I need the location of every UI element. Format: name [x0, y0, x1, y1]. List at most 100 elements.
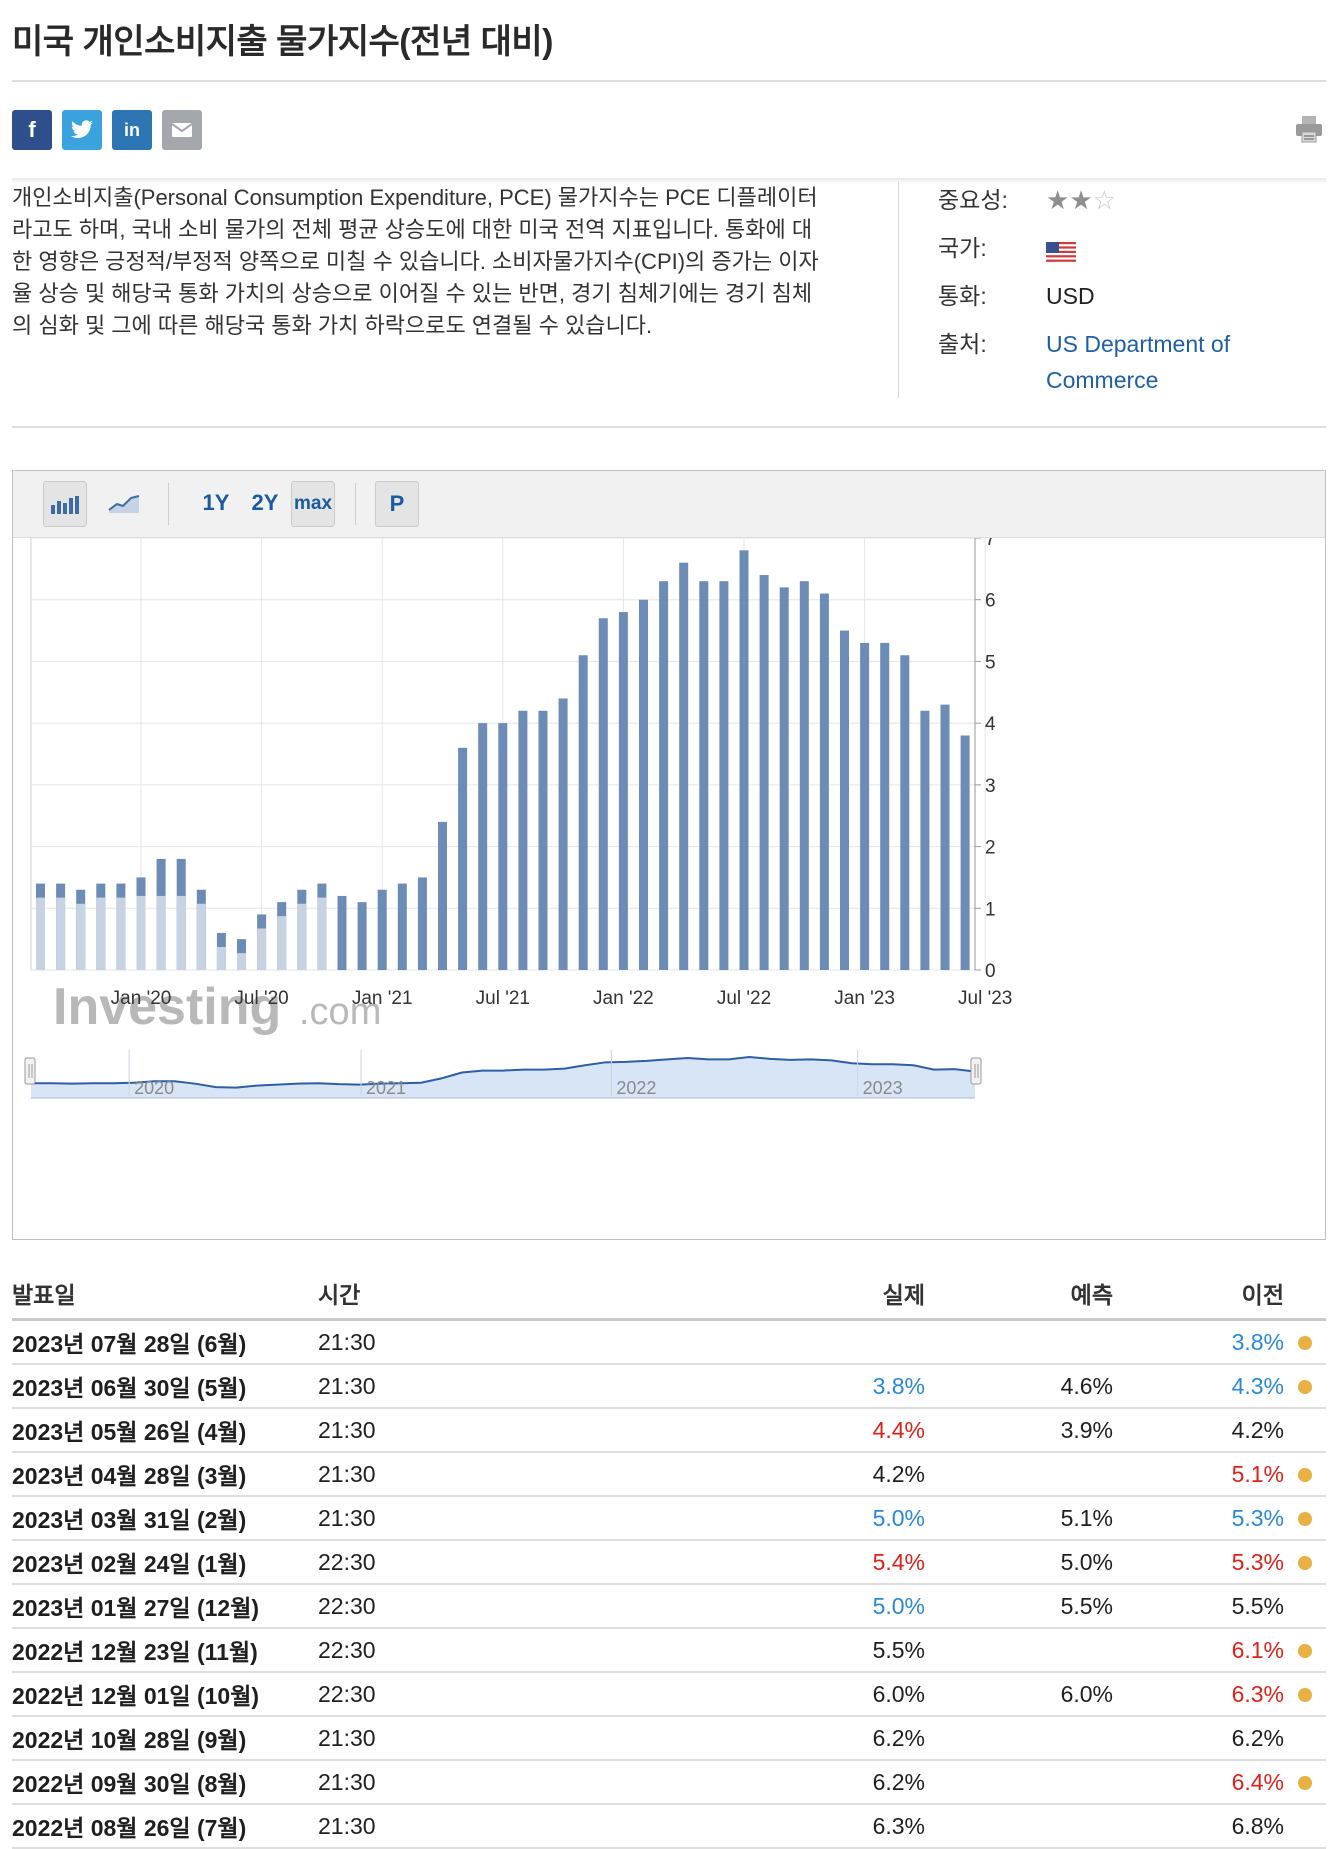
- x-tick-label: Jul '21: [476, 988, 530, 1009]
- revision-cell: [1284, 1540, 1326, 1585]
- share-bar: f in: [12, 110, 202, 150]
- range-max-button[interactable]: max: [291, 481, 335, 527]
- forecast-value-cell: 5.1%: [925, 1496, 1113, 1541]
- forecast-value-cell: [925, 1452, 1113, 1497]
- previous-value-cell: 6.3%: [1113, 1672, 1284, 1717]
- revision-cell: [1284, 1364, 1326, 1409]
- release-date-cell: 2023년 01월 27일 (12월): [12, 1584, 318, 1629]
- x-tick-label: Jan '23: [834, 988, 895, 1009]
- navigator-area: [31, 1056, 975, 1098]
- header-time[interactable]: 시간: [318, 1268, 618, 1321]
- description-shadow: [12, 178, 1326, 184]
- facebook-share-button[interactable]: f: [12, 110, 52, 150]
- title-divider: [12, 80, 1326, 82]
- header-previous[interactable]: 이전: [1113, 1268, 1284, 1321]
- data-bar-highlight: [257, 928, 267, 970]
- data-bar: [397, 883, 407, 970]
- navigator-handle[interactable]: [970, 1057, 982, 1085]
- x-tick-label: Jul '20: [234, 988, 288, 1009]
- country-label: 국가:: [938, 235, 987, 261]
- x-tick-label: Jan '20: [111, 988, 172, 1009]
- release-date-cell: 2023년 05월 26일 (4월): [12, 1408, 318, 1453]
- header-date[interactable]: 발표일: [12, 1268, 318, 1321]
- revised-dot-icon[interactable]: [1298, 1511, 1312, 1526]
- x-tick-label: Jan '21: [352, 988, 413, 1009]
- linkedin-share-button[interactable]: in: [112, 110, 152, 150]
- p-button[interactable]: P: [375, 481, 419, 527]
- print-icon[interactable]: [1294, 114, 1324, 149]
- table-row: 2022년 12월 23일 (11월) 22:30 5.5% 6.1%: [12, 1628, 1326, 1673]
- table-row: 2022년 08월 26일 (7월) 21:30 6.3% 6.8%: [12, 1804, 1326, 1849]
- actual-value-cell: 5.5%: [618, 1628, 925, 1673]
- data-bar: [578, 655, 588, 970]
- revised-dot-icon[interactable]: [1298, 1687, 1312, 1702]
- data-bar-highlight: [317, 897, 327, 970]
- chart-navigator[interactable]: 2020 2021 2022 2023: [24, 1050, 982, 1099]
- table-row: 2022년 12월 01일 (10월) 22:30 6.0% 6.0% 6.3%: [12, 1672, 1326, 1717]
- release-date-cell: 2022년 10월 28일 (9월): [12, 1716, 318, 1761]
- revised-dot-icon[interactable]: [1298, 1379, 1312, 1394]
- table-row: 2023년 01월 27일 (12월) 22:30 5.0% 5.5% 5.5%: [12, 1584, 1326, 1629]
- line-chart-icon: [108, 495, 140, 513]
- watermark-suffix: .com: [299, 991, 381, 1033]
- currency-value: USD: [1046, 283, 1095, 309]
- y-tick-label: 7: [985, 538, 996, 550]
- revised-dot-icon[interactable]: [1298, 1775, 1312, 1790]
- data-bar: [659, 581, 669, 970]
- source-link[interactable]: US Department of Commerce: [1046, 326, 1230, 398]
- navigator-year-label: 2023: [863, 1078, 903, 1098]
- range-2y-button[interactable]: 2Y: [251, 490, 279, 515]
- release-time-cell: 21:30: [318, 1408, 618, 1453]
- data-bar-highlight: [196, 903, 206, 970]
- previous-value-cell: 4.2%: [1113, 1408, 1284, 1453]
- data-bar: [699, 581, 709, 970]
- bar-chart-button[interactable]: [43, 481, 87, 527]
- revision-cell: [1284, 1628, 1326, 1673]
- release-time-cell: 22:30: [318, 1672, 618, 1717]
- forecast-value-cell: [925, 1628, 1113, 1673]
- release-time-cell: 21:30: [318, 1804, 618, 1849]
- actual-value-cell: 6.0%: [618, 1672, 925, 1717]
- release-time-cell: 22:30: [318, 1628, 618, 1673]
- revised-dot-icon[interactable]: [1298, 1467, 1312, 1482]
- forecast-value-cell: 5.5%: [925, 1584, 1113, 1629]
- navigator-year-label: 2021: [366, 1078, 406, 1098]
- release-date-cell: 2022년 09월 30일 (8월): [12, 1760, 318, 1805]
- data-bar: [940, 704, 950, 970]
- email-share-button[interactable]: [162, 110, 202, 150]
- forecast-value-cell: 5.0%: [925, 1540, 1113, 1585]
- range-1y-button[interactable]: 1Y: [202, 490, 230, 515]
- release-time-cell: 21:30: [318, 1496, 618, 1541]
- data-bar-highlight: [237, 953, 246, 970]
- actual-value-cell: 6.2%: [618, 1716, 925, 1761]
- actual-value-cell: 4.2%: [618, 1452, 925, 1497]
- actual-value-cell: 6.3%: [618, 1804, 925, 1849]
- header-actual[interactable]: 실제: [618, 1268, 925, 1321]
- data-bar: [377, 889, 387, 970]
- star-filled-icon: ★: [1046, 185, 1070, 215]
- revised-dot-icon[interactable]: [1298, 1555, 1312, 1570]
- bar-chart-icon: [51, 496, 79, 514]
- importance-label: 중요성:: [938, 187, 1008, 213]
- data-bar: [679, 562, 689, 970]
- forecast-value-cell: [925, 1760, 1113, 1805]
- header-forecast[interactable]: 예측: [925, 1268, 1113, 1321]
- table-row: 2023년 02월 24일 (1월) 22:30 5.4% 5.0% 5.3%: [12, 1540, 1326, 1585]
- release-time-cell: 21:30: [318, 1319, 618, 1365]
- release-date-cell: 2022년 12월 01일 (10월): [12, 1672, 318, 1717]
- twitter-share-button[interactable]: [62, 110, 102, 150]
- line-chart-button[interactable]: [103, 481, 145, 525]
- previous-value-cell: 5.5%: [1113, 1584, 1284, 1629]
- data-bar-highlight: [96, 897, 106, 970]
- star-filled-icon: ★: [1069, 185, 1093, 215]
- data-bar: [337, 895, 347, 970]
- revised-dot-icon[interactable]: [1298, 1335, 1312, 1350]
- release-time-cell: 21:30: [318, 1364, 618, 1409]
- navigator-handle[interactable]: [24, 1057, 36, 1085]
- y-tick-label: 3: [985, 776, 996, 797]
- data-bar: [840, 630, 849, 970]
- data-bar: [759, 575, 769, 970]
- revised-dot-icon[interactable]: [1298, 1643, 1312, 1658]
- y-tick-label: 0: [985, 961, 996, 982]
